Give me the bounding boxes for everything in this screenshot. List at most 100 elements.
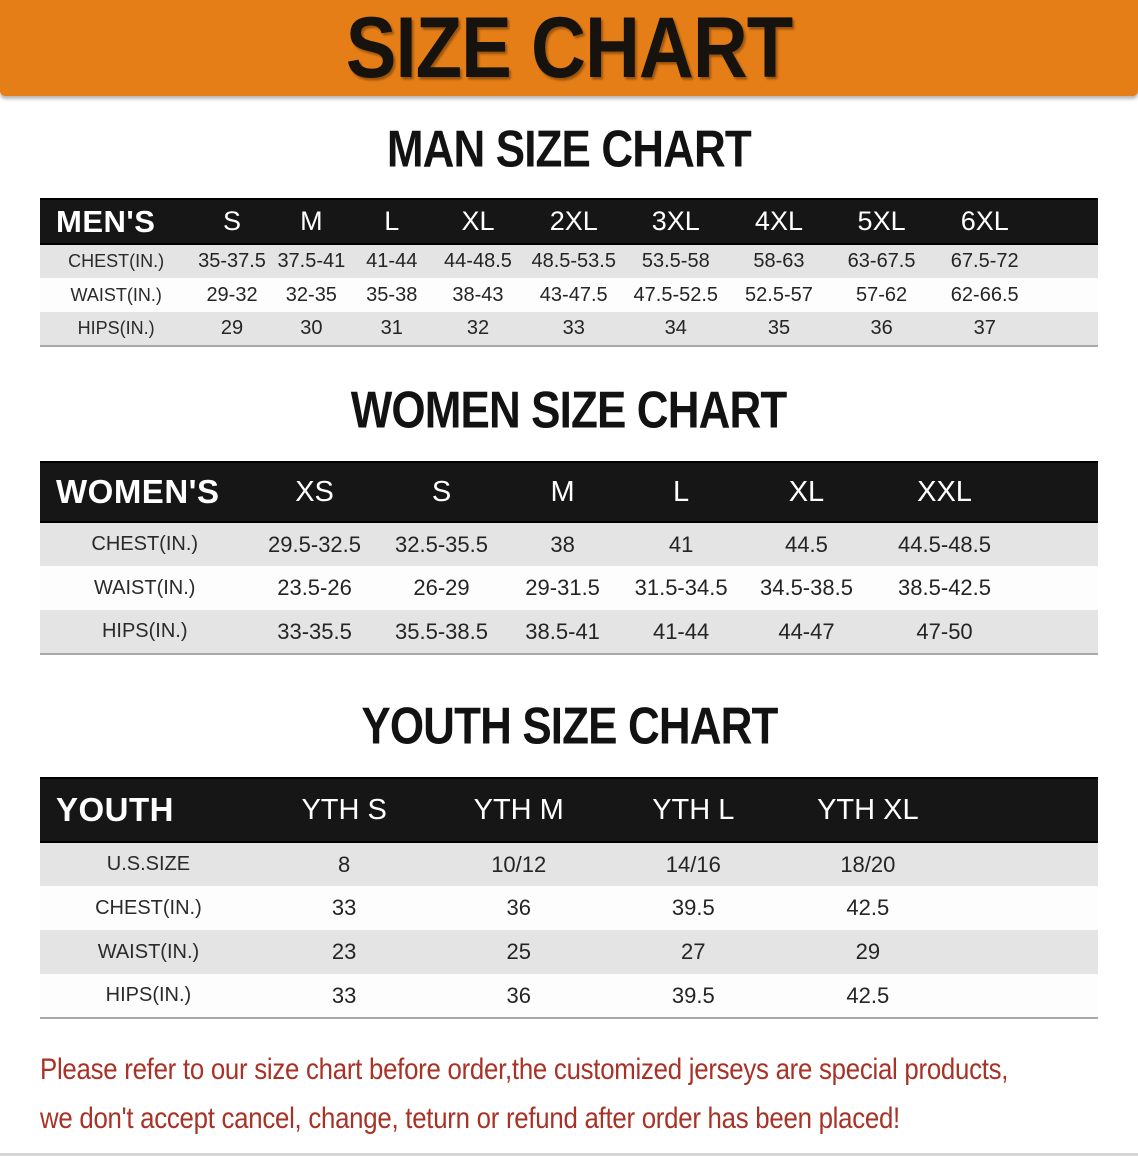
table-row: HIPS(IN.) 33 36 39.5 42.5 bbox=[40, 974, 1098, 1018]
value-cell: 44.5 bbox=[740, 522, 873, 566]
row-label: CHEST(IN.) bbox=[40, 522, 250, 566]
spacer-cell bbox=[955, 777, 1098, 843]
value-cell: 35-37.5 bbox=[192, 244, 272, 278]
value-cell: 29-32 bbox=[192, 278, 272, 312]
spacer-cell bbox=[955, 974, 1098, 1018]
value-cell: 33-35.5 bbox=[249, 610, 380, 654]
value-cell: 29 bbox=[192, 312, 272, 346]
value-cell: 32 bbox=[432, 312, 524, 346]
row-label: U.S.SIZE bbox=[40, 842, 257, 886]
value-cell: 41 bbox=[621, 522, 741, 566]
size-column-header: M bbox=[503, 461, 622, 523]
header-row: YOUTH YTH S YTH M YTH L YTH XL bbox=[40, 777, 1098, 843]
size-column-header: YTH S bbox=[256, 777, 432, 843]
table-row: HIPS(IN.) 33-35.5 35.5-38.5 38.5-41 41-44 44-… bbox=[40, 610, 1098, 654]
value-cell: 14/16 bbox=[606, 842, 781, 886]
row-label: WAIST(IN.) bbox=[40, 930, 257, 974]
value-cell: 58-63 bbox=[727, 244, 831, 278]
table-row: CHEST(IN.) 35-37.5 37.5-41 41-44 44-48.5 48.5… bbox=[40, 244, 1098, 278]
spacer-cell bbox=[1016, 566, 1098, 610]
spacer-cell bbox=[955, 842, 1098, 886]
spacer-cell bbox=[1016, 522, 1098, 566]
men-size-section: MAN SIZE CHART MEN'S S M L XL 2XL 3XL 4XL 5XL 6XL… bbox=[0, 123, 1138, 347]
table-row: WAIST(IN.) 29-32 32-35 35-38 38-43 43-47.5 47.… bbox=[40, 278, 1098, 312]
value-cell: 30 bbox=[271, 312, 352, 346]
value-cell: 23 bbox=[256, 930, 432, 974]
size-column-header: XL bbox=[740, 461, 873, 523]
men-size-table: MEN'S S M L XL 2XL 3XL 4XL 5XL 6XL CHEST(IN.) 35-37… bbox=[40, 198, 1098, 347]
value-cell: 41-44 bbox=[621, 610, 741, 654]
value-cell: 23.5-26 bbox=[249, 566, 380, 610]
spacer-cell bbox=[1036, 278, 1098, 312]
size-column-header: YTH M bbox=[431, 777, 606, 843]
value-cell: 35.5-38.5 bbox=[379, 610, 504, 654]
banner: SIZE CHART bbox=[0, 0, 1138, 96]
size-column-header: YTH L bbox=[606, 777, 781, 843]
spacer-cell bbox=[1016, 461, 1098, 523]
table-row: WAIST(IN.) 23.5-26 26-29 29-31.5 31.5-34.5 34… bbox=[40, 566, 1098, 610]
table-row: HIPS(IN.) 29 30 31 32 33 34 35 36 37 bbox=[40, 312, 1098, 346]
header-row: MEN'S S M L XL 2XL 3XL 4XL 5XL 6XL bbox=[40, 198, 1098, 245]
value-cell: 31.5-34.5 bbox=[621, 566, 741, 610]
row-label: WAIST(IN.) bbox=[40, 566, 250, 610]
value-cell: 38.5-42.5 bbox=[872, 566, 1017, 610]
size-column-header: L bbox=[351, 198, 433, 245]
value-cell: 48.5-53.5 bbox=[523, 244, 624, 278]
banner-title: SIZE CHART bbox=[345, 0, 793, 96]
value-cell: 37 bbox=[932, 312, 1037, 346]
value-cell: 32.5-35.5 bbox=[379, 522, 504, 566]
value-cell: 44-48.5 bbox=[432, 244, 524, 278]
value-cell: 33 bbox=[523, 312, 624, 346]
value-cell: 57-62 bbox=[830, 278, 933, 312]
value-cell: 29.5-32.5 bbox=[249, 522, 380, 566]
value-cell: 35 bbox=[727, 312, 831, 346]
size-column-header: YTH XL bbox=[780, 777, 956, 843]
row-label: CHEST(IN.) bbox=[40, 244, 193, 278]
spacer-cell bbox=[1036, 312, 1098, 346]
spacer-cell bbox=[955, 886, 1098, 930]
value-cell: 44.5-48.5 bbox=[872, 522, 1017, 566]
size-column-header: 6XL bbox=[932, 198, 1037, 245]
size-column-header: 3XL bbox=[623, 198, 728, 245]
value-cell: 10/12 bbox=[431, 842, 606, 886]
value-cell: 25 bbox=[431, 930, 606, 974]
women-size-table: WOMEN'S XS S M L XL XXL CHEST(IN.) 29.5-32.5 32.5… bbox=[40, 461, 1098, 655]
youth-section-title: YOUTH SIZE CHART bbox=[360, 696, 778, 756]
women-size-section: WOMEN SIZE CHART WOMEN'S XS S M L XL XXL CHEST(… bbox=[0, 380, 1138, 655]
value-cell: 29-31.5 bbox=[503, 566, 622, 610]
row-label: CHEST(IN.) bbox=[40, 886, 257, 930]
table-row: CHEST(IN.) 33 36 39.5 42.5 bbox=[40, 886, 1098, 930]
value-cell: 38.5-41 bbox=[503, 610, 622, 654]
size-column-header: S bbox=[192, 198, 272, 245]
value-cell: 41-44 bbox=[351, 244, 433, 278]
row-label: HIPS(IN.) bbox=[40, 312, 193, 346]
value-cell: 62-66.5 bbox=[932, 278, 1037, 312]
disclaimer-line-1: Please refer to our size chart before or… bbox=[40, 1053, 1009, 1086]
row-label: HIPS(IN.) bbox=[40, 610, 250, 654]
value-cell: 32-35 bbox=[271, 278, 352, 312]
youth-size-section: YOUTH SIZE CHART YOUTH YTH S YTH M YTH L YTH… bbox=[0, 696, 1138, 1019]
table-category-label: WOMEN'S bbox=[40, 461, 250, 523]
value-cell: 31 bbox=[351, 312, 433, 346]
size-column-header: XXL bbox=[872, 461, 1017, 523]
value-cell: 53.5-58 bbox=[623, 244, 728, 278]
spacer-cell bbox=[1036, 198, 1098, 245]
row-label: HIPS(IN.) bbox=[40, 974, 257, 1018]
value-cell: 42.5 bbox=[780, 886, 956, 930]
table-category-label: MEN'S bbox=[40, 198, 193, 245]
value-cell: 33 bbox=[256, 974, 432, 1018]
value-cell: 39.5 bbox=[606, 974, 781, 1018]
women-section-title: WOMEN SIZE CHART bbox=[351, 380, 788, 440]
spacer-cell bbox=[1016, 610, 1098, 654]
value-cell: 27 bbox=[606, 930, 781, 974]
value-cell: 37.5-41 bbox=[271, 244, 352, 278]
value-cell: 8 bbox=[256, 842, 432, 886]
value-cell: 38-43 bbox=[432, 278, 524, 312]
value-cell: 29 bbox=[780, 930, 956, 974]
value-cell: 43-47.5 bbox=[523, 278, 624, 312]
spacer-cell bbox=[955, 930, 1098, 974]
size-column-header: S bbox=[379, 461, 504, 523]
size-column-header: M bbox=[271, 198, 352, 245]
table-category-label: YOUTH bbox=[40, 777, 257, 843]
